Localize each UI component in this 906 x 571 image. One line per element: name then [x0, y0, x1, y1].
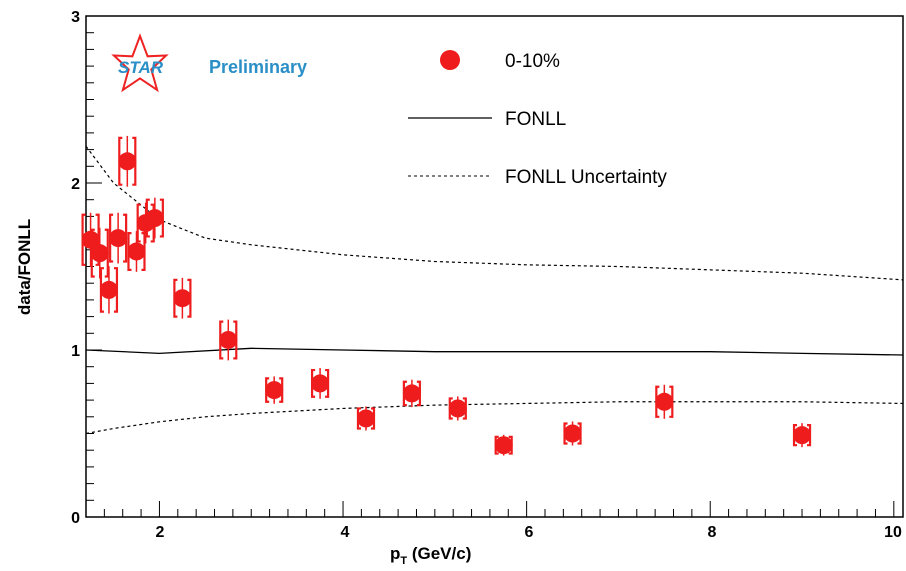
data-points: [81, 135, 812, 456]
star-logo-text: STAR: [118, 58, 164, 77]
data-point: [219, 319, 238, 361]
data-marker: [563, 424, 582, 443]
x-tick-label: 6: [525, 524, 534, 541]
data-point: [402, 379, 421, 408]
x-axis-title: pT (GeV/c): [390, 544, 471, 567]
axis-ticks: [85, 15, 895, 518]
fonll-central-curve: [85, 347, 904, 356]
fonll-uncertainty-lower: [85, 401, 904, 435]
data-point: [81, 212, 100, 267]
data-point: [448, 396, 467, 421]
data-point: [655, 384, 674, 419]
data-marker: [265, 381, 284, 400]
data-marker: [311, 374, 330, 393]
data-point: [356, 406, 376, 431]
star-icon: [111, 33, 169, 93]
y-tick-label: 1: [71, 343, 80, 360]
x-tick-label: 4: [341, 524, 350, 541]
data-point: [109, 212, 128, 264]
x-axis-title-units: (GeV/c): [407, 544, 471, 563]
data-marker: [655, 392, 674, 411]
data-marker: [145, 209, 164, 228]
legend-label-0-10: 0-10%: [505, 51, 560, 72]
x-tick-label: 8: [708, 524, 717, 541]
data-marker: [90, 244, 109, 263]
x-axis-title-subscript: T: [400, 555, 407, 567]
data-point: [90, 227, 109, 279]
y-tick-label: 2: [71, 176, 80, 193]
y-axis-title: data/FONLL: [15, 219, 34, 315]
data-point: [145, 197, 164, 239]
data-marker: [793, 426, 812, 445]
data-marker: [118, 152, 137, 171]
data-marker: [127, 242, 146, 261]
plot-border: [85, 15, 904, 518]
legend: 0-10% FONLL FONLL Uncertainty: [408, 50, 667, 188]
x-axis-title-p: p: [390, 544, 400, 563]
data-point: [563, 421, 582, 446]
data-marker: [356, 409, 375, 428]
data-point: [173, 277, 192, 319]
plot-frame: [85, 15, 904, 518]
x-tick-labels: 2 4 6 8 10: [156, 524, 902, 541]
data-marker: [448, 399, 467, 418]
preliminary-text: Preliminary: [209, 57, 307, 77]
data-marker: [81, 230, 100, 249]
data-point: [494, 434, 513, 456]
legend-marker-0-10: [440, 50, 460, 70]
data-marker: [173, 289, 192, 308]
fonll-uncertainty-upper: [85, 145, 904, 281]
y-tick-label: 3: [71, 9, 80, 26]
fonll-curves: [85, 145, 904, 435]
legend-label-fonll: FONLL: [505, 109, 566, 130]
data-marker: [494, 436, 513, 455]
data-point: [127, 231, 146, 272]
data-point: [792, 423, 812, 448]
y-tick-label: 0: [71, 510, 80, 527]
data-marker: [99, 280, 118, 299]
data-marker: [109, 229, 128, 248]
data-marker: [402, 384, 421, 403]
star-preliminary-logo: STAR Preliminary: [111, 33, 307, 93]
data-point: [99, 266, 119, 314]
y-tick-labels: 0 1 2 3: [71, 9, 80, 527]
x-tick-label: 10: [884, 524, 902, 541]
data-marker: [219, 330, 238, 349]
data-point: [265, 376, 284, 404]
x-tick-label: 2: [156, 524, 165, 541]
data-point: [310, 368, 330, 399]
data-point: [118, 135, 137, 187]
legend-label-fonll-uncertainty: FONLL Uncertainty: [505, 167, 667, 188]
